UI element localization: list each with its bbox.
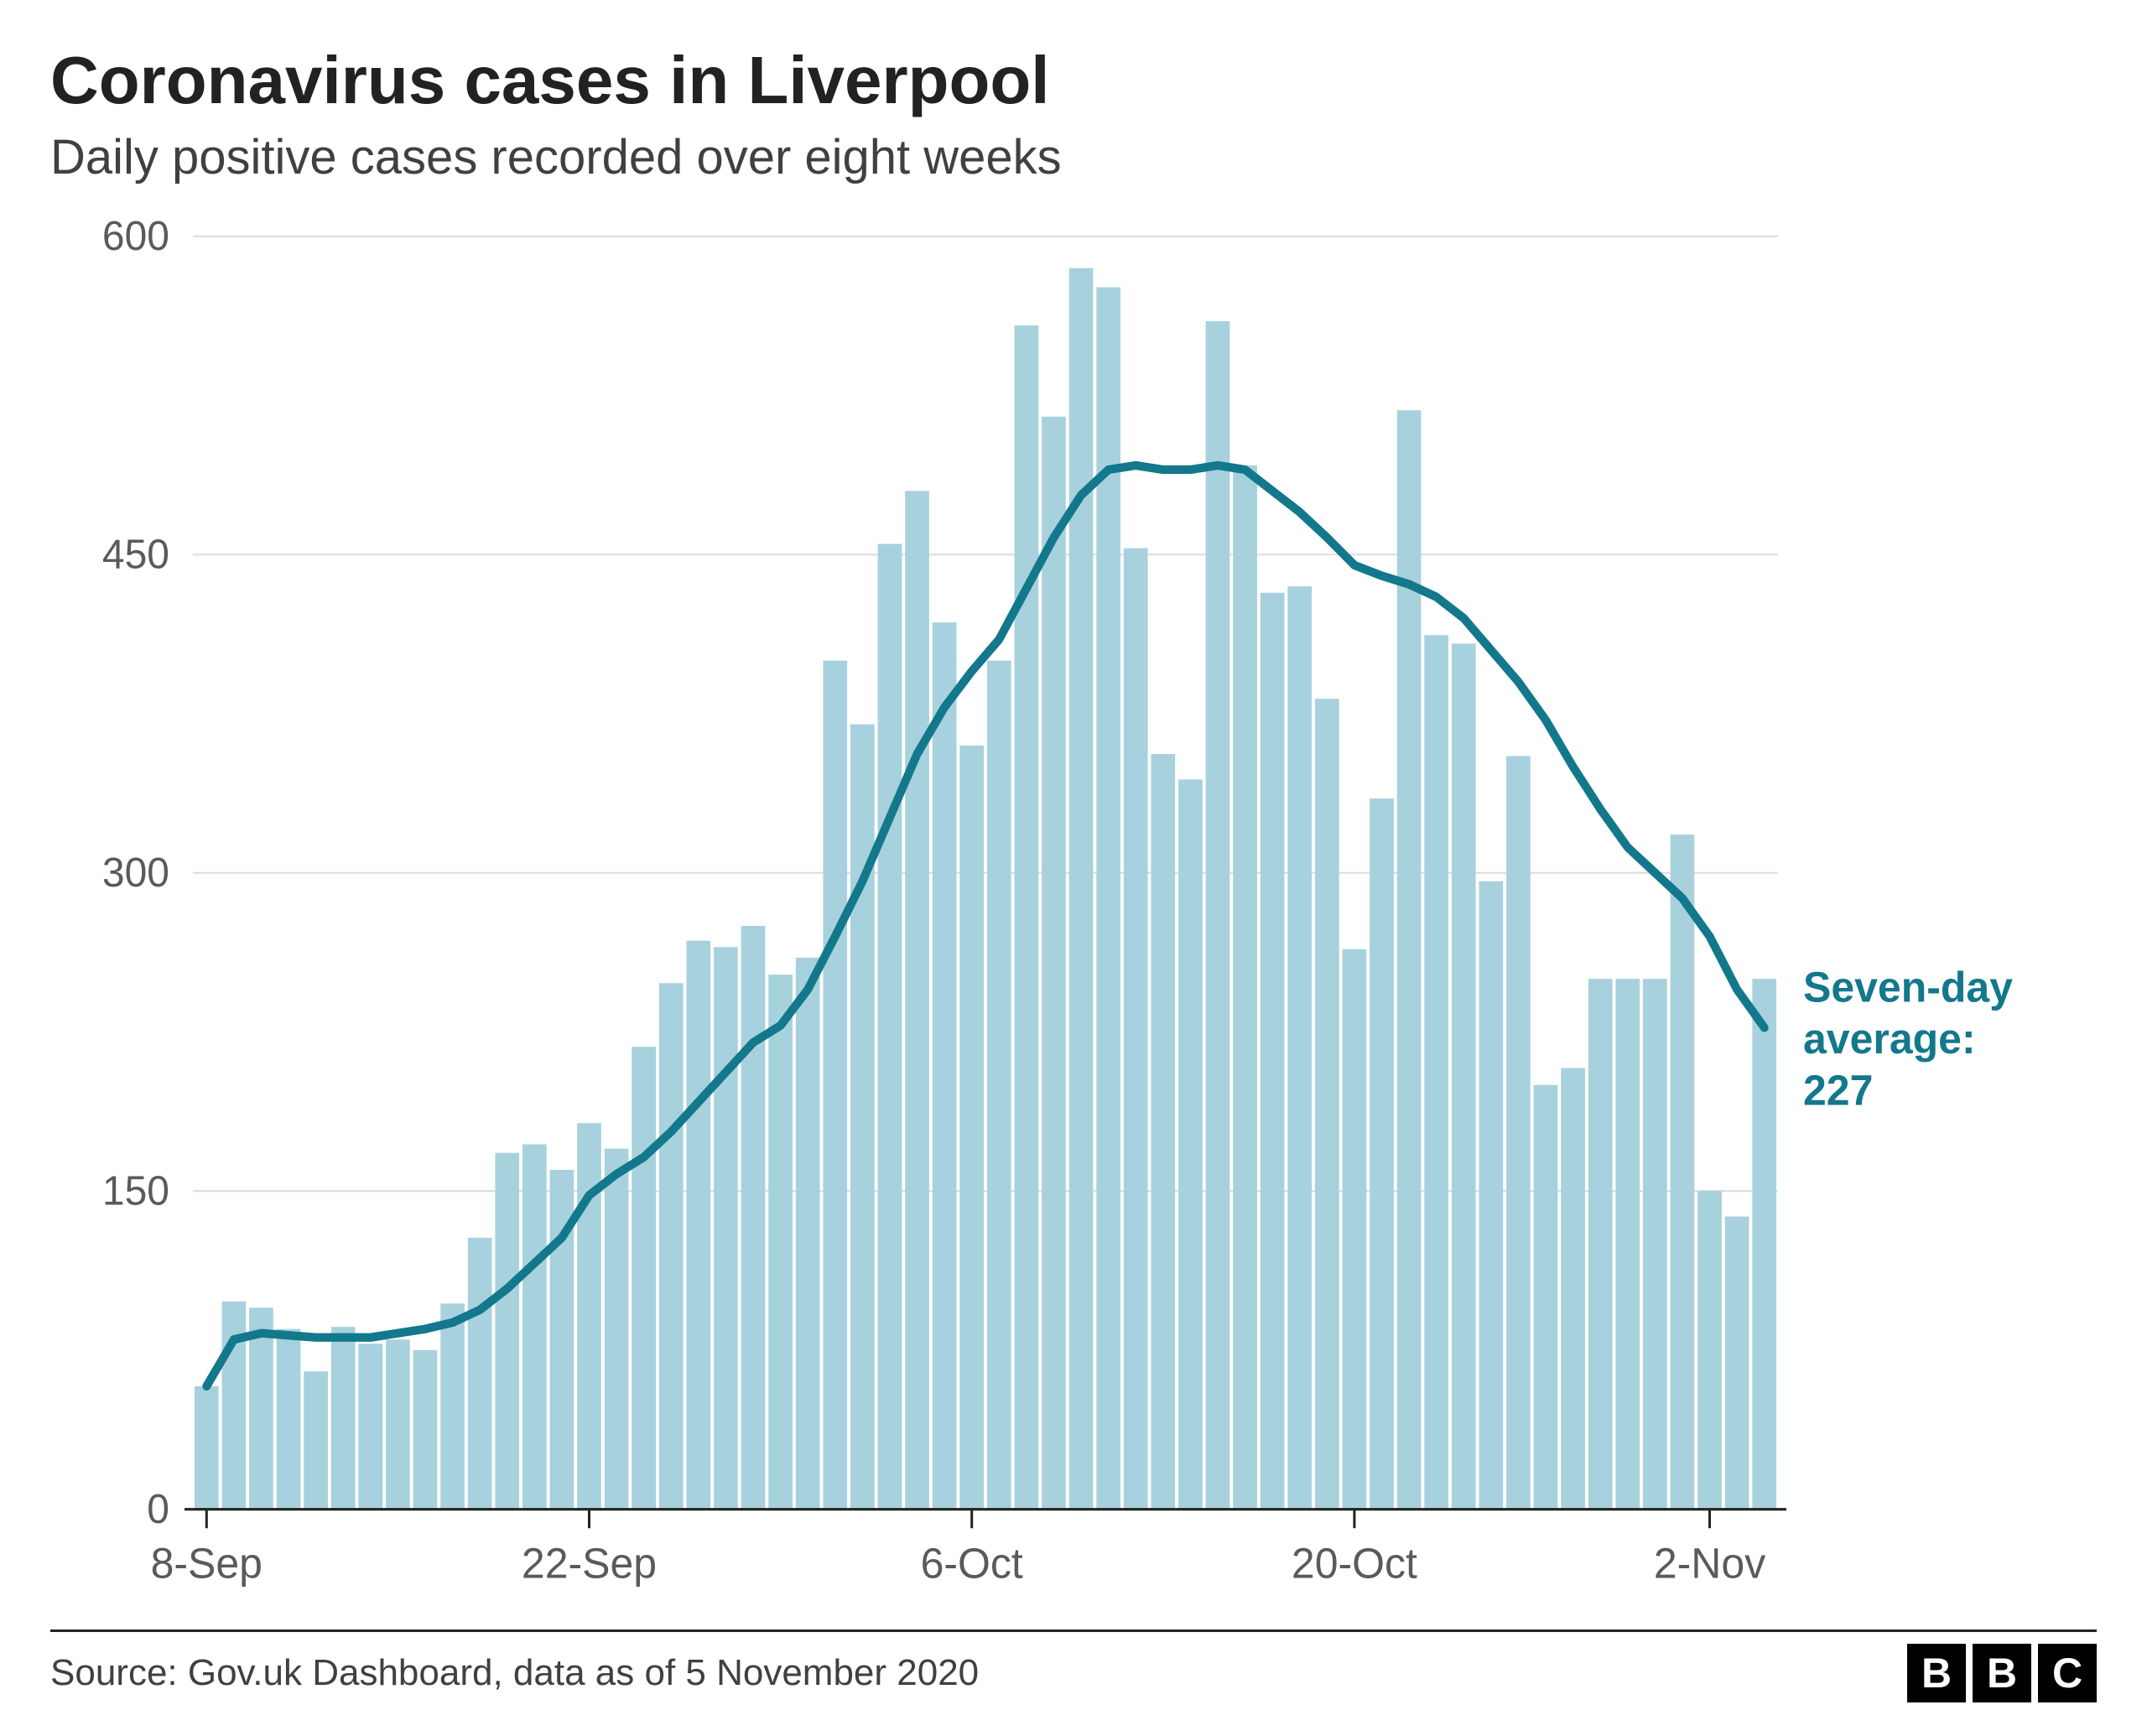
bar <box>1370 798 1394 1509</box>
bar <box>1697 1191 1722 1509</box>
bar <box>823 661 847 1510</box>
bar <box>687 941 711 1510</box>
bar <box>905 491 929 1509</box>
seven-day-average-line <box>206 465 1764 1386</box>
bar <box>468 1238 492 1510</box>
y-axis-label: 450 <box>102 532 169 578</box>
y-axis-label: 300 <box>102 850 169 897</box>
bar <box>1643 979 1667 1509</box>
y-axis-label: 0 <box>147 1487 169 1533</box>
bar <box>577 1123 601 1509</box>
bar <box>358 1344 382 1509</box>
bar <box>1671 834 1695 1509</box>
bar <box>277 1329 301 1510</box>
bar <box>768 975 793 1510</box>
x-axis-label: 22-Sep <box>522 1539 657 1588</box>
bar <box>1315 699 1339 1509</box>
bar <box>987 661 1011 1510</box>
x-axis-label: 20-Oct <box>1292 1539 1417 1588</box>
bar <box>1752 979 1776 1509</box>
bar <box>959 746 984 1510</box>
bar <box>632 1047 656 1510</box>
bar <box>714 947 738 1509</box>
annotation-line1: Seven-day <box>1803 963 2013 1011</box>
bar <box>1015 325 1039 1510</box>
bar <box>1178 779 1203 1509</box>
x-axis-label: 8-Sep <box>151 1539 263 1588</box>
bar <box>796 958 820 1510</box>
bar <box>878 544 902 1510</box>
y-axis-label: 600 <box>102 214 169 260</box>
logo-letter: C <box>2038 1644 2097 1702</box>
bar <box>1151 754 1175 1510</box>
bar <box>331 1327 356 1510</box>
bar <box>522 1145 547 1510</box>
bar <box>1615 979 1640 1509</box>
bar <box>1397 410 1422 1509</box>
bar <box>1534 1085 1558 1510</box>
source-text: Source: Gov.uk Dashboard, data as of 5 N… <box>50 1652 979 1694</box>
bar <box>1343 949 1367 1510</box>
bar <box>304 1371 328 1509</box>
bar <box>495 1153 519 1510</box>
bar <box>222 1302 247 1510</box>
bar <box>1042 417 1066 1510</box>
bar <box>1588 979 1613 1509</box>
logo-letter: B <box>1973 1644 2031 1702</box>
bar <box>440 1303 465 1509</box>
bar <box>1725 1217 1749 1510</box>
bar <box>850 725 875 1510</box>
chart-subtitle: Daily positive cases recorded over eight… <box>50 129 2097 185</box>
bar <box>1424 635 1448 1509</box>
bar <box>933 622 957 1509</box>
bbc-logo: B B C <box>1907 1644 2097 1702</box>
annotation-line2: average: <box>1803 1015 1976 1063</box>
bar <box>605 1149 629 1510</box>
bar <box>195 1386 219 1510</box>
chart-plot: 0 150 300 450 600 8-Sep 22-Sep 6-Oct 20-Oct 2-Nov… <box>50 211 2097 1621</box>
chart-svg: 0 150 300 450 600 8-Sep 22-Sep 6-Oct 20-Oct 2-Nov… <box>50 211 2097 1621</box>
bar <box>413 1350 438 1510</box>
bar <box>1287 586 1312 1509</box>
bar <box>1206 321 1230 1510</box>
bar <box>1261 593 1285 1510</box>
bar <box>741 926 766 1510</box>
logo-letter: B <box>1907 1644 1966 1702</box>
x-axis-label: 6-Oct <box>921 1539 1023 1588</box>
bar <box>659 983 684 1509</box>
bar <box>1561 1068 1585 1509</box>
bar <box>1069 268 1094 1510</box>
bar <box>1233 465 1257 1510</box>
y-axis-label: 150 <box>102 1168 169 1214</box>
bar <box>1452 643 1476 1509</box>
bar <box>1506 756 1531 1510</box>
bar <box>1479 881 1504 1510</box>
bar <box>1124 548 1148 1510</box>
annotation-value: 227 <box>1803 1066 1873 1115</box>
x-axis-label: 2-Nov <box>1654 1539 1766 1588</box>
bar <box>386 1339 410 1509</box>
chart-title: Coronavirus cases in Liverpool <box>50 42 2097 119</box>
